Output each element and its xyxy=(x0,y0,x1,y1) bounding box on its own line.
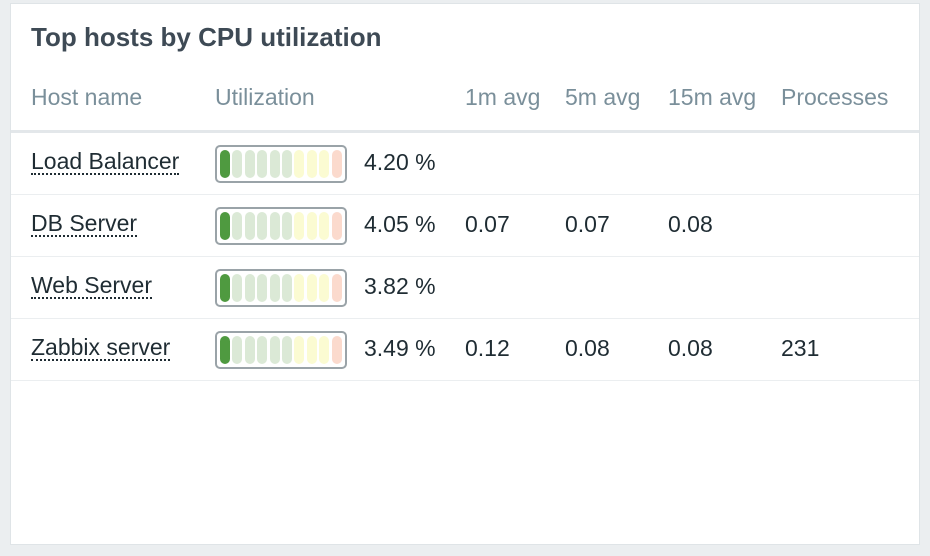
utilization-value: 3.49 % xyxy=(364,335,436,361)
metric-value: 231 xyxy=(781,335,820,361)
bar-segment xyxy=(232,274,243,302)
table-row: Web Server 3.82 % xyxy=(11,257,919,319)
bar-segment xyxy=(257,150,268,178)
utilization-bar xyxy=(215,207,347,245)
metric-value: 0.07 xyxy=(565,211,610,237)
table-row: DB Server 4.05 % 0.07 0.07 0.08 xyxy=(11,195,919,257)
column-header[interactable]: Utilization xyxy=(215,84,315,110)
bar-segment xyxy=(282,336,292,364)
column-header[interactable]: 1m avg xyxy=(465,84,541,110)
utilization-bar xyxy=(215,269,347,307)
bar-segment xyxy=(269,150,280,178)
utilization-value: 4.20 % xyxy=(364,149,436,175)
bar-segment xyxy=(319,336,330,364)
bar-segment xyxy=(319,274,330,302)
table-row: Zabbix server 3.49 % 0.12 0.08 0.08 231 xyxy=(11,319,919,381)
bar-segment xyxy=(306,212,317,240)
bar-segment xyxy=(220,274,230,302)
bar-segment xyxy=(244,336,255,364)
bar-segment xyxy=(319,150,330,178)
metric-value: 0.08 xyxy=(565,335,610,361)
bar-segment xyxy=(244,274,255,302)
host-cell: Zabbix server xyxy=(31,334,171,361)
host-cell: DB Server xyxy=(31,210,138,237)
metric-value: 0.12 xyxy=(465,335,510,361)
bar-segment xyxy=(331,336,342,364)
bar-segment xyxy=(257,212,268,240)
bar-segment xyxy=(244,212,255,240)
table-row: Load Balancer 4.20 % xyxy=(11,133,919,195)
metric-value: 0.07 xyxy=(465,211,510,237)
bar-segment xyxy=(269,336,280,364)
bar-segment xyxy=(294,212,305,240)
column-header[interactable]: Processes xyxy=(781,84,889,110)
bar-segment xyxy=(282,274,292,302)
bar-segment xyxy=(282,150,292,178)
column-header[interactable]: 15m avg xyxy=(668,84,757,110)
column-header[interactable]: Host name xyxy=(31,84,143,110)
bar-segment xyxy=(220,336,230,364)
bar-segment xyxy=(257,336,268,364)
bar-segment xyxy=(244,150,255,178)
bar-segment xyxy=(294,336,305,364)
utilization-value: 4.05 % xyxy=(364,211,436,237)
host-link[interactable]: Web Server xyxy=(31,272,153,299)
utilization-bar xyxy=(215,331,347,369)
bar-segment xyxy=(294,274,305,302)
host-cell: Web Server xyxy=(31,272,153,299)
bar-segment xyxy=(294,150,305,178)
bar-segment xyxy=(232,212,243,240)
bar-segment xyxy=(269,274,280,302)
bar-segment xyxy=(220,212,230,240)
bar-segment xyxy=(282,212,292,240)
host-link[interactable]: Load Balancer xyxy=(31,148,180,175)
bar-segment xyxy=(331,212,342,240)
bar-segment xyxy=(331,150,342,178)
host-cell: Load Balancer xyxy=(31,148,180,175)
utilization-bar xyxy=(215,145,347,183)
bar-segment xyxy=(220,150,230,178)
bar-segment xyxy=(331,274,342,302)
header-divider xyxy=(11,130,919,133)
utilization-value: 3.82 % xyxy=(364,273,436,299)
bar-segment xyxy=(306,336,317,364)
bar-segment xyxy=(319,212,330,240)
metric-value: 0.08 xyxy=(668,335,713,361)
host-link[interactable]: Zabbix server xyxy=(31,334,171,361)
host-link[interactable]: DB Server xyxy=(31,210,138,237)
bar-segment xyxy=(232,150,243,178)
widget-title: Top hosts by CPU utilization xyxy=(31,22,382,52)
column-header[interactable]: 5m avg xyxy=(565,84,641,110)
bar-segment xyxy=(269,212,280,240)
bar-segment xyxy=(257,274,268,302)
bar-segment xyxy=(306,150,317,178)
widget: Top hosts by CPU utilization Host name U… xyxy=(10,3,920,545)
bar-segment xyxy=(306,274,317,302)
metric-value: 0.08 xyxy=(668,211,713,237)
bar-segment xyxy=(232,336,243,364)
